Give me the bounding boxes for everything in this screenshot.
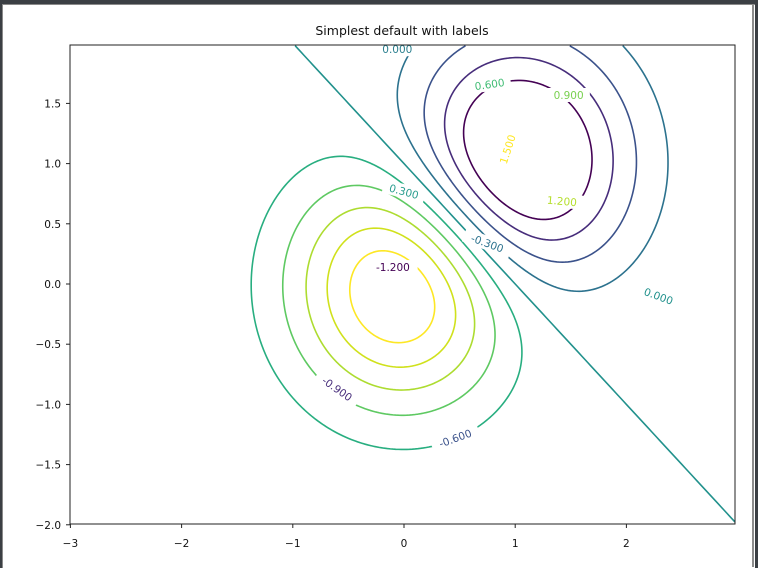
x-tick-label: −1	[285, 538, 300, 550]
contour-level-0.000	[294, 45, 735, 523]
y-tick-label: 1.5	[44, 98, 61, 110]
contour-label: 0.000	[636, 282, 681, 310]
contour-label: -0.600	[429, 423, 481, 454]
y-tick-label: −1.5	[36, 460, 62, 472]
y-tick-label: 0.5	[44, 219, 61, 231]
contour-level-1.200	[326, 227, 457, 368]
contour-label: -0.900	[313, 368, 362, 409]
contour-level-1.500	[348, 249, 436, 344]
contour-label: 0.900	[547, 88, 590, 102]
contour-label: -1.200	[368, 260, 418, 275]
y-tick-label: −0.5	[36, 339, 62, 351]
x-tick-label: −2	[174, 538, 189, 550]
x-tick-label: 0	[401, 538, 408, 550]
contour-lines	[250, 45, 735, 523]
svg-text:-1.200: -1.200	[376, 262, 410, 274]
svg-text:1.200: 1.200	[546, 195, 577, 210]
contour-label: 1.500	[494, 126, 521, 172]
y-tick-label: 0.0	[44, 279, 61, 291]
y-tick-label: −2.0	[36, 520, 62, 532]
x-tick-label: −3	[63, 538, 78, 550]
svg-text:0.900: 0.900	[554, 90, 584, 102]
svg-text:0.000: 0.000	[382, 44, 412, 56]
chart-title: Simplest default with labels	[315, 23, 488, 38]
y-tick-label: 1.0	[44, 159, 61, 171]
x-axis: −3 −2 −1 0 1 2	[63, 524, 630, 550]
contour-level-0.300	[250, 155, 523, 451]
x-tick-label: 2	[623, 538, 630, 550]
svg-text:-0.900: -0.900	[319, 375, 354, 404]
svg-text:0.600: 0.600	[474, 77, 505, 93]
y-axis: −2.0 −1.5 −1.0 −0.5 0.0 0.5 1.0 1.5	[36, 98, 70, 532]
axes-frame	[69, 44, 736, 525]
contour-label: 1.200	[540, 192, 584, 210]
contour-level--0.900	[443, 56, 614, 241]
svg-text:1.500: 1.500	[498, 133, 519, 165]
figure-border	[752, 4, 754, 567]
contour-level--0.600	[423, 45, 638, 263]
y-tick-label: −1.0	[36, 399, 62, 411]
svg-text:0.300: 0.300	[388, 183, 420, 202]
contour-label: 0.300	[381, 179, 427, 204]
contour-level-0.900	[305, 206, 476, 391]
contour-labels: 0.0000.6000.9001.5001.2000.300-0.3000.00…	[70, 38, 735, 454]
x-tick-label: 1	[512, 538, 519, 550]
contour-label: 0.000	[376, 42, 419, 57]
contour-label: 0.600	[467, 74, 512, 94]
figure-canvas	[2, 4, 755, 568]
